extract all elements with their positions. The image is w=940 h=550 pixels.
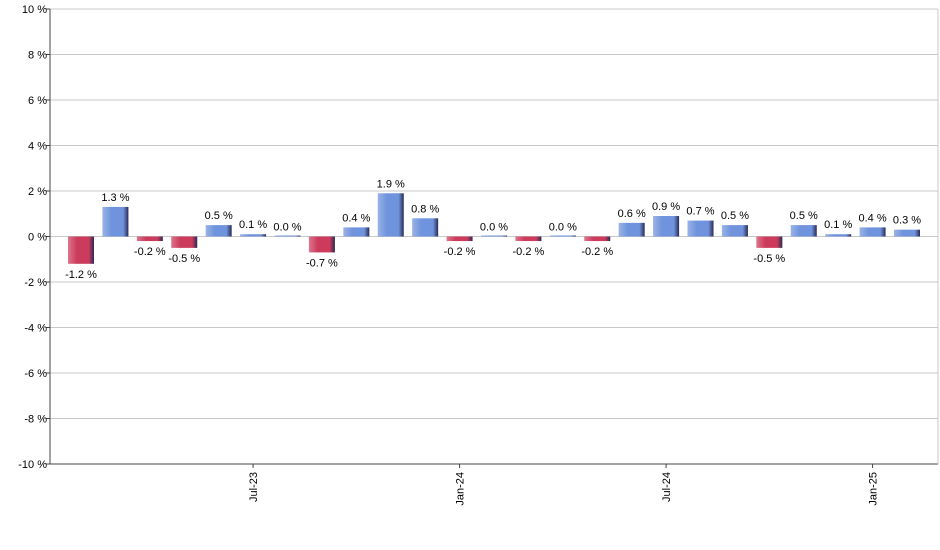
bar	[136, 236, 163, 242]
bar	[825, 234, 852, 237]
bar	[240, 234, 267, 237]
bar	[653, 216, 680, 237]
bar	[859, 227, 886, 237]
bar	[756, 236, 783, 248]
bar	[171, 236, 198, 248]
bar	[308, 236, 335, 253]
data-label: 0.5 %	[721, 210, 749, 222]
bar	[102, 206, 129, 237]
y-tick-label: 8 %	[28, 50, 47, 62]
bar	[584, 236, 611, 242]
data-label: -0.7 %	[306, 257, 338, 269]
bar	[687, 220, 714, 237]
bar	[343, 227, 370, 237]
bar	[549, 235, 576, 237]
data-label: 1.9 %	[377, 178, 405, 190]
y-tick-label: -6 %	[24, 368, 47, 380]
data-label: -1.2 %	[65, 269, 97, 281]
data-label: -0.5 %	[168, 253, 200, 265]
y-tick-label: 2 %	[28, 186, 47, 198]
x-tick-label: Jul-24	[661, 472, 673, 502]
bar	[515, 236, 542, 242]
data-label: 0.0 %	[549, 222, 577, 234]
bar	[377, 193, 404, 237]
data-label: 0.4 %	[342, 212, 370, 224]
data-label: 0.0 %	[273, 222, 301, 234]
data-label: 1.3 %	[101, 192, 129, 204]
x-tick-label: Jan-24	[455, 472, 467, 506]
data-label: 0.9 %	[652, 201, 680, 213]
bar	[274, 235, 301, 237]
bar	[790, 225, 817, 237]
data-label: 0.0 %	[480, 222, 508, 234]
y-tick-label: 10 %	[22, 4, 47, 16]
data-label: 0.4 %	[859, 212, 887, 224]
x-tick-label: Jul-23	[248, 472, 260, 502]
bar	[446, 236, 473, 242]
data-label: -0.2 %	[134, 246, 166, 258]
bar	[721, 225, 748, 237]
bar	[68, 236, 94, 264]
data-label: 0.3 %	[893, 215, 921, 227]
bar	[412, 218, 439, 237]
y-tick-label: -8 %	[24, 414, 47, 426]
data-label: 0.8 %	[411, 203, 439, 215]
data-label: 0.6 %	[618, 208, 646, 220]
data-label: -0.2 %	[444, 246, 476, 258]
data-label: -0.2 %	[581, 246, 613, 258]
bar	[894, 229, 920, 237]
y-tick-label: 6 %	[28, 95, 47, 107]
y-tick-label: -10 %	[18, 459, 47, 471]
y-tick-label: -2 %	[24, 277, 47, 289]
bar	[481, 235, 507, 237]
x-tick-label: Jan-25	[868, 472, 880, 506]
data-label: -0.2 %	[513, 246, 545, 258]
data-label: 0.1 %	[824, 219, 852, 231]
data-label: 0.1 %	[239, 219, 267, 231]
data-label: 0.7 %	[686, 206, 714, 218]
data-label: -0.5 %	[753, 253, 785, 265]
bar	[205, 225, 232, 237]
data-label: 0.5 %	[790, 210, 818, 222]
y-tick-label: -4 %	[24, 323, 47, 335]
y-tick-label: 0 %	[28, 232, 47, 244]
y-tick-label: 4 %	[28, 141, 47, 153]
data-label: 0.5 %	[205, 210, 233, 222]
bar	[618, 222, 645, 237]
